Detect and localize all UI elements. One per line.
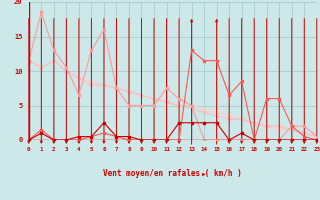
X-axis label: Vent moyen/en rafales ( km/h ): Vent moyen/en rafales ( km/h )	[103, 169, 242, 178]
